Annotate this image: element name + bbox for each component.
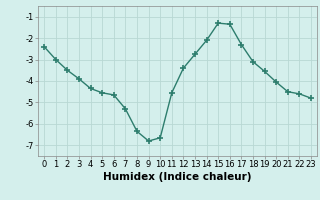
X-axis label: Humidex (Indice chaleur): Humidex (Indice chaleur) [103, 172, 252, 182]
